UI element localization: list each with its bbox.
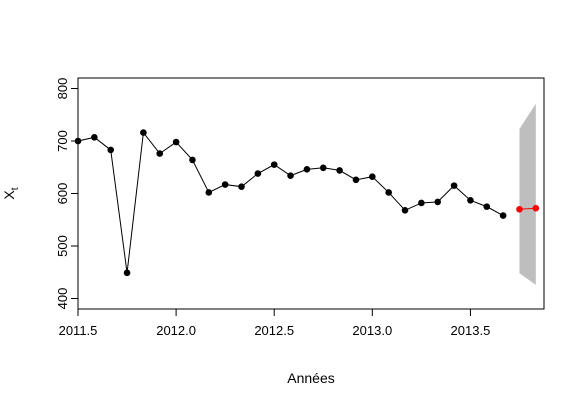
observed-data-point — [303, 166, 311, 173]
x-tick-label: 2013.5 — [451, 323, 491, 338]
observed-data-point — [189, 156, 196, 164]
x-tick-label: 2011.5 — [59, 323, 98, 338]
observed-data-point — [123, 269, 131, 277]
observed-data-point — [401, 207, 409, 214]
prediction-interval-layer — [519, 103, 536, 285]
observed-data-point — [434, 198, 442, 206]
observed-data-point — [172, 138, 180, 146]
observed-data-point — [467, 197, 474, 204]
observed-data-point — [91, 134, 98, 141]
x-tick-label: 2012.0 — [156, 323, 196, 338]
x-axis-title: Années — [287, 370, 334, 386]
series-lines-layer — [77, 131, 536, 273]
observed-data-point — [352, 176, 360, 184]
forecast-data-point — [516, 205, 523, 213]
observed-data-point — [369, 173, 376, 180]
observed-data-point — [499, 212, 507, 219]
observed-data-point — [418, 199, 425, 207]
y-tick-label: 700 — [55, 130, 70, 152]
observed-data-point — [336, 167, 343, 174]
data-points-layer — [74, 129, 540, 277]
observed-data-point — [270, 161, 278, 168]
y-axis-title-main: X — [1, 190, 17, 200]
x-tick-label: 2013.0 — [352, 323, 392, 338]
observed-data-point — [483, 203, 491, 210]
x-axis: 2011.5 2012.0 2012.5 2013.0 2013.5 — [59, 309, 491, 338]
observed-data-point — [205, 189, 213, 196]
y-axis: 400 500 600 700 800 — [55, 78, 78, 310]
observed-data-point — [140, 129, 147, 136]
forecast-data-point — [532, 204, 540, 212]
plot-frame — [77, 77, 545, 310]
observed-data-point — [156, 150, 164, 157]
y-tick-label: 500 — [55, 235, 70, 257]
y-axis-title: Xt — [1, 187, 21, 199]
observed-data-point — [221, 181, 229, 188]
x-tick-label: 2012.5 — [254, 323, 294, 338]
observed-data-point — [319, 164, 327, 172]
observed-data-point — [238, 183, 245, 190]
observed-data-point — [385, 189, 392, 196]
y-axis-title-subscript: t — [10, 187, 21, 190]
observed-data-point — [107, 146, 115, 154]
observed-data-point — [450, 182, 458, 189]
prediction-interval-band — [519, 103, 536, 285]
y-tick-label: 400 — [55, 288, 70, 310]
y-tick-label: 800 — [55, 78, 70, 100]
observed-data-point — [254, 170, 262, 177]
y-tick-label: 600 — [55, 183, 70, 205]
observed-data-point — [287, 172, 294, 179]
